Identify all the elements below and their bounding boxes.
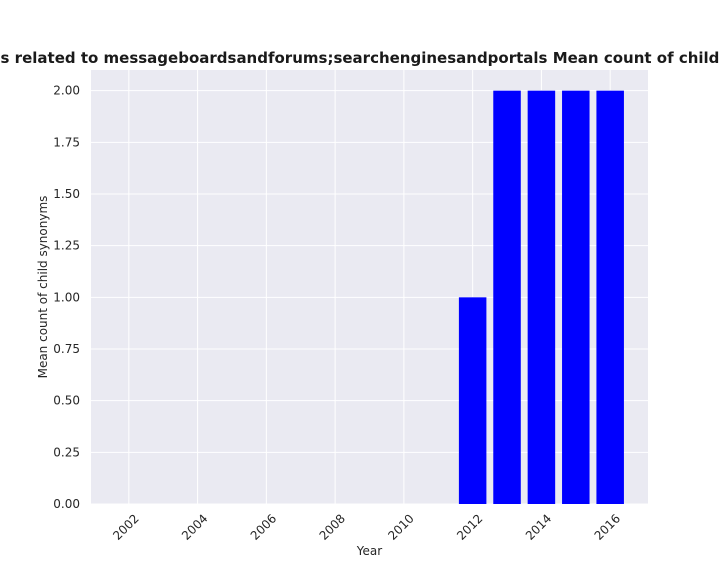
bar-2014 [527, 90, 556, 505]
x-tick-label: 2006 [248, 511, 279, 542]
y-tick-label: 1.50 [53, 187, 80, 201]
chart-title: Count of child synonyms related to messa… [0, 49, 720, 67]
y-tick-label: 0.00 [53, 497, 80, 511]
x-tick-label: 2008 [317, 511, 348, 542]
x-tick-label: 2014 [523, 511, 554, 542]
bar-2015 [562, 90, 590, 505]
y-tick-label: 2.00 [53, 84, 80, 98]
x-axis-label: Year [356, 544, 382, 558]
bar-2016 [596, 90, 624, 505]
y-tick-label: 1.75 [53, 135, 80, 149]
y-tick-labels: 0.00 0.25 0.50 0.75 1.00 1.25 1.50 1.75 2.00 [53, 84, 80, 511]
bar-2013 [493, 90, 521, 505]
x-tick-label: 2016 [592, 511, 623, 542]
x-tick-label: 2012 [454, 511, 485, 542]
x-tick-label: 2002 [110, 511, 141, 542]
grid-lines [91, 70, 648, 505]
x-tick-label: 2010 [385, 511, 416, 542]
y-tick-label: 1.25 [53, 239, 80, 253]
y-axis-label: Mean count of child synonyms [36, 196, 50, 379]
y-tick-label: 0.50 [53, 394, 80, 408]
y-tick-label: 0.25 [53, 445, 80, 459]
bar-2012 [458, 297, 487, 504]
x-tick-labels: 2002 2004 2006 2008 2010 2012 2014 2016 [110, 511, 623, 542]
y-tick-label: 0.75 [53, 342, 80, 356]
x-tick-label: 2004 [179, 511, 210, 542]
bars [458, 90, 624, 505]
y-tick-label: 1.00 [53, 290, 80, 304]
